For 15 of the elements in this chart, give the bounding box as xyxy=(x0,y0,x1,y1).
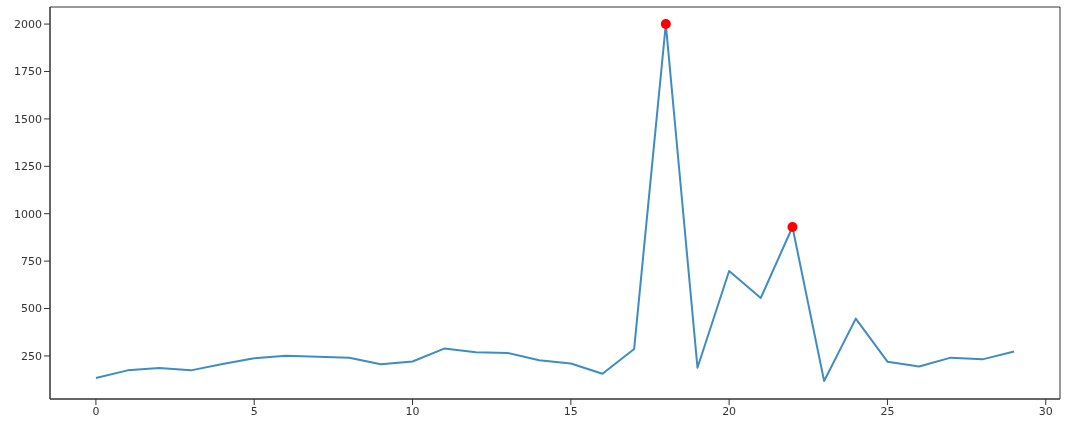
y-tick-label: 1250 xyxy=(14,160,42,174)
y-tick-label: 750 xyxy=(21,255,42,269)
x-tick-label: 5 xyxy=(250,404,258,418)
y-tick-label: 1000 xyxy=(14,207,42,221)
y-tick-label: 1500 xyxy=(14,112,42,126)
x-tick-label: 20 xyxy=(722,404,737,418)
y-tick-label: 1750 xyxy=(14,65,42,79)
y-tick-label: 250 xyxy=(21,349,42,363)
x-tick-label: 30 xyxy=(1038,404,1053,418)
y-tick-label: 500 xyxy=(21,302,42,316)
x-tick-label: 25 xyxy=(880,404,895,418)
x-tick-label: 10 xyxy=(405,404,420,418)
x-tick-label: 15 xyxy=(563,404,578,418)
y-tick-label: 2000 xyxy=(14,17,42,31)
x-tick-label: 0 xyxy=(92,404,100,418)
